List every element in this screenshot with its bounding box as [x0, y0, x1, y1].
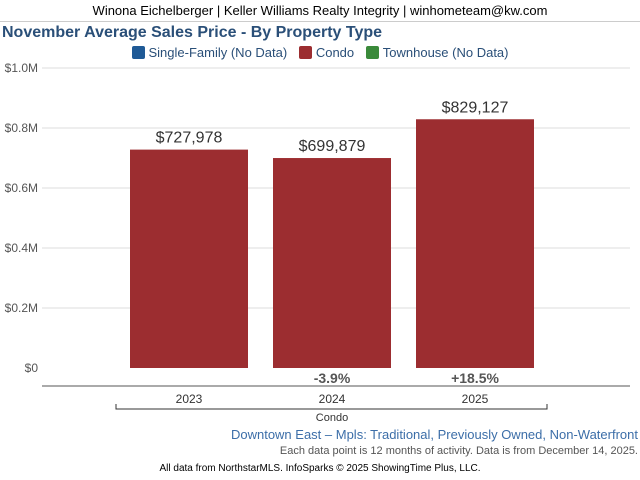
value-label-2023: $727,978: [156, 130, 223, 147]
bar-2024: [273, 158, 391, 368]
legend-swatch-townhouse: [365, 46, 379, 59]
value-label-2024: $699,879: [299, 138, 366, 155]
x-tick-label-2024: 2024: [319, 392, 346, 406]
x-tick-label-2023: 2023: [176, 392, 203, 406]
legend-label-townhouse: Townhouse (No Data): [382, 45, 509, 60]
header-bar: Winona Eichelberger | Keller Williams Re…: [0, 0, 640, 22]
y-axis-ticks: $0 $0.2M $0.4M $0.6M $0.8M $1.0M: [5, 61, 39, 375]
legend-item-single-family[interactable]: Single-Family (No Data): [131, 45, 288, 60]
legend-swatch-condo: [298, 46, 312, 59]
x-axis: 2023 2024 2025 Condo: [42, 385, 630, 424]
bar-2025: [416, 119, 534, 368]
bars: [130, 119, 534, 368]
y-tick-label: $1.0M: [5, 61, 38, 75]
chart-subtitle: Downtown East – Mpls: Traditional, Previ…: [230, 427, 638, 442]
chart-title: November Average Sales Price - By Proper…: [2, 24, 383, 41]
y-tick-label: $0.8M: [5, 121, 38, 135]
y-tick-label: $0: [25, 361, 39, 375]
x-tick-label-2025: 2025: [462, 392, 489, 406]
y-tick-label: $0.6M: [5, 181, 38, 195]
change-label-2024: -3.9%: [314, 370, 351, 386]
change-label-2025: +18.5%: [451, 370, 499, 386]
legend: Single-Family (No Data) Condo Townhouse …: [0, 45, 640, 60]
bar-2023: [130, 149, 248, 368]
legend-item-townhouse[interactable]: Townhouse (No Data): [365, 45, 509, 60]
group-bracket: [115, 404, 548, 410]
group-label: Condo: [316, 412, 348, 424]
y-tick-label: $0.4M: [5, 241, 38, 255]
legend-label-condo: Condo: [315, 45, 355, 60]
data-note: Each data point is 12 months of activity…: [279, 445, 638, 457]
y-tick-label: $0.2M: [5, 301, 38, 315]
legend-item-condo[interactable]: Condo: [298, 45, 355, 60]
data-credit: All data from NorthstarMLS. InfoSparks ©…: [159, 463, 481, 474]
legend-swatch-single-family: [131, 46, 145, 59]
value-labels: $727,978 $699,879 -3.9% $829,127 +18.5%: [156, 99, 509, 386]
value-label-2025: $829,127: [442, 99, 509, 116]
legend-label-single-family: Single-Family (No Data): [148, 45, 288, 60]
